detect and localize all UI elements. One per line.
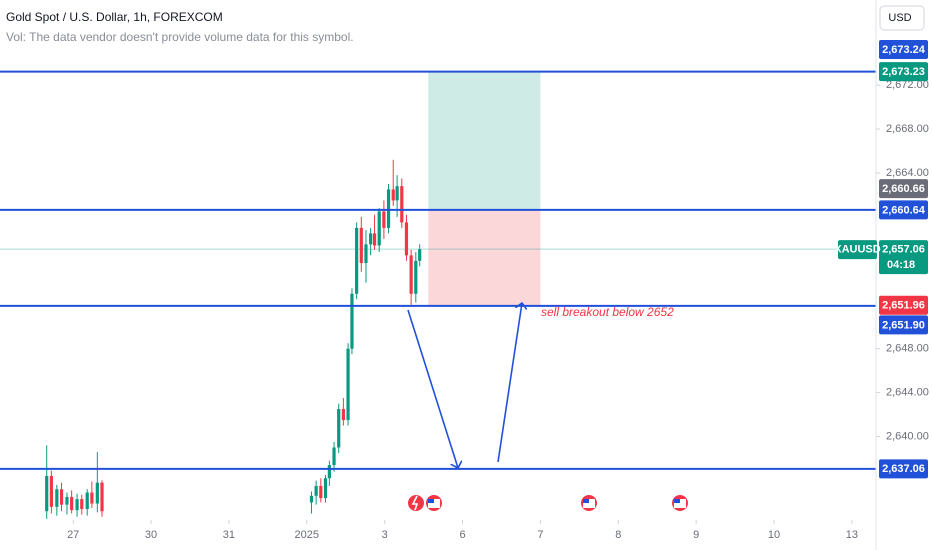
- plot-area: [0, 71, 876, 519]
- candle-body: [355, 227, 359, 294]
- x-tick-label: 30: [145, 529, 157, 541]
- price-tag-box: [879, 179, 928, 199]
- y-tick-label: 2,664.00: [886, 167, 929, 179]
- candle-body: [350, 293, 354, 349]
- x-tick-label: 10: [768, 529, 780, 541]
- x-tick-label: 31: [223, 529, 235, 541]
- x-tick-label: 27: [67, 529, 79, 541]
- event-icon: [670, 493, 690, 513]
- x-tick-label: 7: [537, 529, 543, 541]
- symbol-tag: XAUUSD: [834, 244, 881, 256]
- y-tick-label: 2,648.00: [886, 343, 929, 355]
- price-tag-label: 2,660.66: [882, 183, 925, 195]
- event-icon: [424, 493, 444, 513]
- candle-body: [80, 499, 84, 510]
- candle-body: [100, 482, 104, 512]
- stop-zone: [428, 209, 541, 306]
- x-tick-label: 3: [382, 529, 388, 541]
- candle-body: [95, 482, 99, 504]
- price-tag-label: 2,673.24: [882, 44, 926, 56]
- candle-body: [85, 492, 89, 510]
- candle-body: [327, 465, 331, 479]
- price-tag-box: [879, 200, 928, 220]
- chart-subtitle: Vol: The data vendor doesn't provide vol…: [6, 30, 354, 44]
- y-tick-label: 2,644.00: [886, 387, 929, 399]
- candle-body: [404, 222, 409, 256]
- arrow-up: [497, 303, 522, 463]
- candle-body: [364, 244, 368, 264]
- y-tick-label: 2,672.00: [886, 79, 929, 91]
- candle-body: [75, 499, 79, 511]
- event-icon: [411, 495, 419, 511]
- target-zone: [428, 71, 541, 210]
- candle-body: [346, 348, 350, 421]
- candle-body: [55, 489, 59, 507]
- candle-body: [414, 260, 418, 294]
- price-tag-label: 2,637.06: [882, 463, 925, 475]
- candle-body: [386, 189, 391, 228]
- x-tick-label: 13: [846, 529, 858, 541]
- candle-body: [382, 211, 386, 228]
- annotation: sell breakout below 2652: [541, 305, 674, 319]
- y-tick-label: 2,640.00: [886, 430, 929, 442]
- candle-body: [332, 447, 336, 466]
- candle-body: [45, 476, 49, 512]
- countdown: 04:18: [887, 259, 915, 271]
- candle-body: [395, 186, 399, 201]
- price-tag-label: 2,660.64: [882, 204, 926, 216]
- event-icons: [406, 493, 690, 513]
- price-tag-box: [879, 39, 928, 59]
- x-tick-label: 9: [693, 529, 699, 541]
- candle-body: [337, 409, 341, 448]
- candle-body: [90, 492, 94, 504]
- candle-body: [59, 489, 64, 505]
- candle-body: [323, 478, 328, 499]
- y-tick-label: 2,668.00: [886, 123, 929, 135]
- x-tick-label: 8: [615, 529, 621, 541]
- currency-button-frame[interactable]: [879, 5, 925, 31]
- x-tick-label: 6: [459, 529, 465, 541]
- candle-body: [372, 233, 377, 246]
- price-tag-box: [879, 459, 928, 479]
- candle-body: [49, 476, 53, 507]
- candle-body: [369, 233, 373, 245]
- candle-body: [70, 496, 74, 511]
- candle-body: [314, 485, 318, 496]
- price-tag-label: 2,651.96: [882, 300, 925, 312]
- candle-body: [65, 496, 69, 505]
- candle-body: [341, 409, 345, 421]
- candle-body: [309, 495, 314, 503]
- currency-label[interactable]: USD: [888, 12, 911, 24]
- candle-body: [409, 255, 413, 294]
- drawings: sell breakout below 2652: [0, 70, 876, 470]
- price-tag-box: [879, 295, 928, 315]
- candle-body: [319, 485, 323, 499]
- currency-button[interactable]: USD: [879, 5, 925, 31]
- event-icon: [579, 493, 599, 513]
- arrow-down: [407, 309, 458, 468]
- price-tag-label: 2,673.23: [882, 66, 925, 78]
- price-tag-label: 2,651.90: [882, 319, 925, 331]
- candle-body: [400, 186, 404, 223]
- price-tag-box: [879, 240, 928, 275]
- candle-body: [377, 211, 381, 246]
- candle-body: [418, 249, 422, 261]
- chart-title: Gold Spot / U.S. Dollar, 1h, FOREXCOM: [6, 10, 223, 24]
- x-tick-label: 2025: [295, 529, 319, 541]
- axes: 2,640.00 2,644.00 2,648.00 2,664.00 2,668.00…: [67, 0, 929, 550]
- candle-body: [391, 189, 395, 201]
- price-tag-box: [879, 315, 928, 335]
- price-tag-box: [879, 62, 928, 82]
- price-tag-label: 2,657.06: [882, 244, 925, 256]
- symbol-tag-box: [838, 240, 877, 260]
- candle-body: [359, 227, 363, 264]
